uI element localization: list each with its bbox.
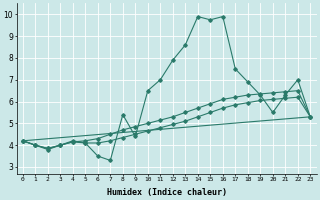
X-axis label: Humidex (Indice chaleur): Humidex (Indice chaleur) [107,188,227,197]
